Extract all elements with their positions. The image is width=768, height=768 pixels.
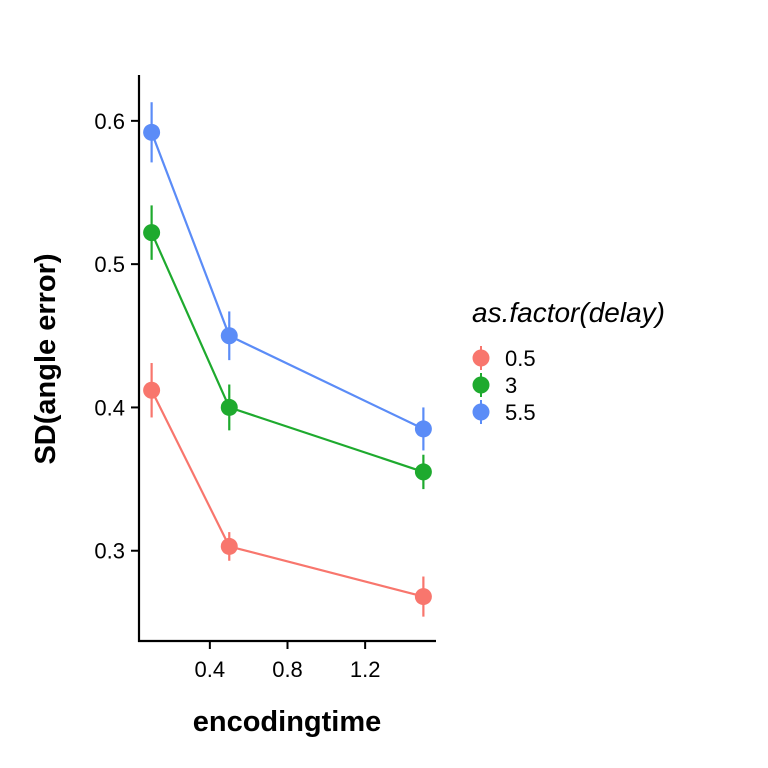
series-line (150, 131, 424, 430)
legend-label: 0.5 (505, 346, 536, 371)
y-tick-label: 0.4 (94, 395, 125, 420)
data-point (143, 224, 161, 242)
y-tick-label: 0.5 (94, 252, 125, 277)
legend-item: 5.5 (472, 400, 536, 425)
y-ticks: 0.3 0.4 0.5 0.6 (94, 109, 139, 564)
series-line (150, 232, 424, 473)
series-layer (143, 102, 432, 617)
x-tick-label: 1.2 (350, 657, 381, 682)
legend-key-point (472, 403, 490, 421)
legend-label: 5.5 (505, 400, 536, 425)
series-0.5 (143, 363, 432, 617)
data-point (414, 463, 432, 481)
data-point (414, 420, 432, 438)
data-point (143, 381, 161, 399)
y-tick-label: 0.3 (94, 539, 125, 564)
legend-title: as.factor(delay) (472, 297, 665, 328)
data-point (220, 327, 238, 345)
series-line (150, 389, 424, 598)
legend-key-point (472, 349, 490, 367)
legend-item: 3 (472, 373, 517, 398)
data-point (143, 123, 161, 141)
y-tick-label: 0.6 (94, 109, 125, 134)
x-tick-label: 0.4 (195, 657, 226, 682)
legend: as.factor(delay) 0.535.5 (472, 297, 665, 425)
series-3 (143, 205, 432, 490)
legend-item: 0.5 (472, 346, 536, 371)
data-point (220, 537, 238, 555)
y-axis-title: SD(angle error) (30, 253, 62, 464)
data-point (414, 588, 432, 606)
legend-items: 0.535.5 (472, 346, 536, 425)
legend-key-point (472, 376, 490, 394)
x-axis-title: encodingtime (193, 706, 382, 738)
series-5.5 (143, 102, 432, 451)
x-ticks: 0.4 0.8 1.2 (195, 641, 381, 682)
x-tick-label: 0.8 (272, 657, 303, 682)
plot-area: 0.3 0.4 0.5 0.6 0.4 0.8 1.2 (94, 75, 436, 682)
legend-label: 3 (505, 373, 517, 398)
data-point (220, 398, 238, 416)
